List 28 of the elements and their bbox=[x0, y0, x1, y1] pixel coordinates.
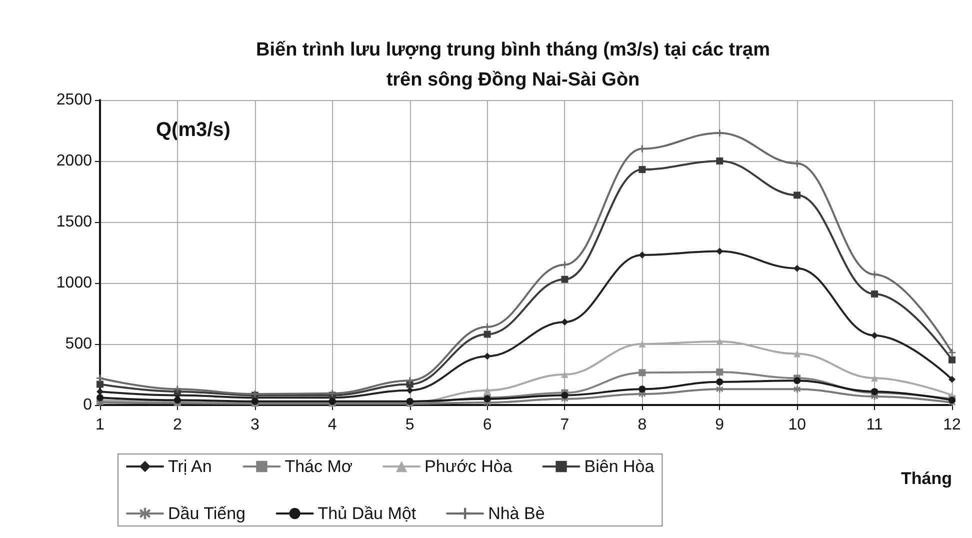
x-tick-label: 3 bbox=[250, 416, 260, 434]
y-tick-label: 1500 bbox=[56, 214, 92, 230]
chart-title: Biến trình lưu lượng trung bình tháng (m3/s) tại các trạm trên sông Đồng Nai-Sài Gòn bbox=[256, 40, 770, 90]
y-tick-label: 2500 bbox=[56, 92, 92, 108]
legend-label: Biên Hòa bbox=[584, 457, 655, 476]
x-tick-label: 8 bbox=[638, 416, 647, 434]
x-tick-label: 6 bbox=[482, 416, 492, 434]
legend-label: Thác Mơ bbox=[284, 457, 353, 476]
x-tick-label: 1 bbox=[96, 416, 105, 434]
x-tick-label: 2 bbox=[173, 416, 182, 434]
x-tick-label: 5 bbox=[405, 416, 414, 434]
legend-label: Phước Hòa bbox=[424, 457, 513, 476]
y-axis-title: Q(m3/s) bbox=[156, 119, 230, 141]
legend-label: Trị An bbox=[168, 457, 212, 476]
x-tick-label: 11 bbox=[866, 416, 883, 434]
x-tick-label: 7 bbox=[560, 416, 570, 434]
x-axis-title: Tháng bbox=[901, 469, 952, 488]
legend-label: Dầu Tiếng bbox=[168, 504, 246, 523]
y-tick-label: 500 bbox=[65, 336, 92, 352]
legend-label: Nhà Bè bbox=[488, 504, 545, 523]
x-tick-label: 10 bbox=[788, 416, 806, 434]
y-tick-label: 1000 bbox=[56, 274, 92, 292]
y-tick-label: 0 bbox=[83, 396, 92, 414]
y-tick-label: 2000 bbox=[56, 152, 92, 170]
x-tick-label: 12 bbox=[943, 416, 961, 434]
x-tick-label: 4 bbox=[328, 416, 337, 434]
legend-label: Thủ Dầu Một bbox=[318, 504, 416, 523]
x-tick-label: 9 bbox=[715, 416, 724, 434]
